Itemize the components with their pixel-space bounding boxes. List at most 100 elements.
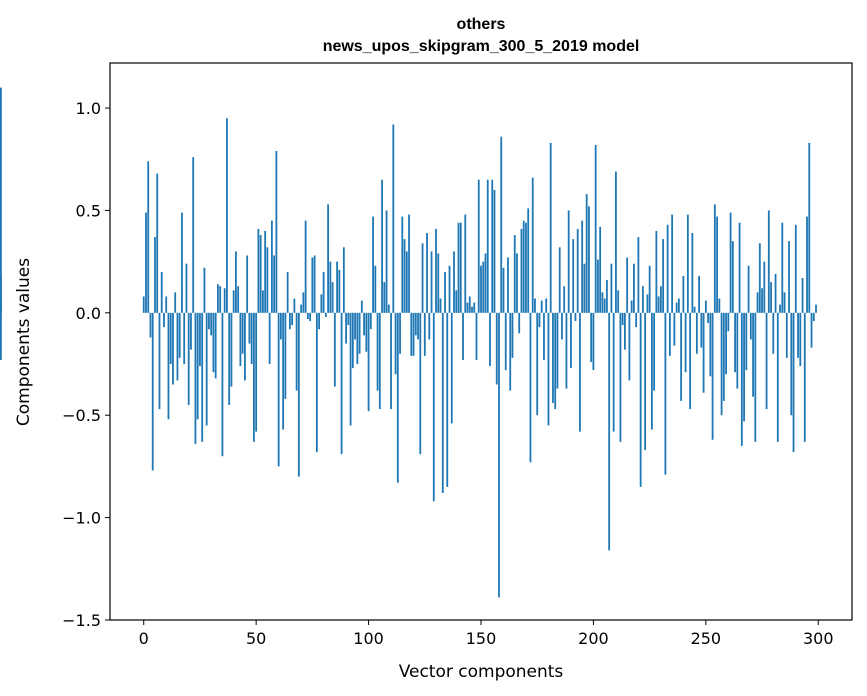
bar-19	[185, 263, 188, 313]
bar-57	[270, 220, 273, 313]
bar-102	[372, 216, 374, 313]
bar-209	[612, 312, 615, 432]
bar-49	[253, 312, 255, 442]
bar-205	[603, 298, 606, 313]
bar-233	[666, 224, 669, 313]
bar-201	[594, 144, 597, 313]
bar-286	[785, 312, 788, 358]
bar-183	[554, 312, 557, 410]
bar-132	[439, 298, 442, 313]
bar-73	[306, 312, 309, 319]
y-tick-label-5: 1.0	[76, 99, 101, 118]
bar-5	[154, 237, 156, 313]
bar-147	[473, 302, 476, 313]
bar-279	[770, 282, 772, 313]
bar-78	[318, 312, 321, 330]
x-tick-label-300: 300	[803, 629, 834, 648]
bar-255	[716, 216, 718, 313]
bar-267	[743, 312, 745, 422]
bar-62	[282, 312, 285, 430]
x-tick-label-150: 150	[466, 629, 497, 648]
bar-296	[808, 142, 811, 313]
bar-163	[509, 312, 512, 391]
bar-284	[781, 222, 784, 313]
bar-4	[151, 312, 154, 471]
chart-title-line-2: news_upos_skipgram_300_5_2019 model	[323, 38, 640, 55]
bar-299	[815, 304, 817, 313]
bar-60	[277, 312, 280, 467]
bar-179	[545, 298, 548, 313]
chart-title-line-1: others	[457, 16, 506, 33]
bar-252	[709, 312, 712, 377]
bar-191	[572, 239, 575, 313]
y-tick-label-0: −1.5	[62, 611, 101, 630]
bar-83	[329, 261, 332, 313]
bar-234	[668, 312, 671, 356]
bar-186	[561, 312, 563, 340]
y-axis-label: Components values	[14, 258, 34, 426]
bar-270	[749, 312, 752, 340]
bar-188	[565, 312, 568, 389]
bar-256	[718, 298, 721, 313]
bar-15	[176, 312, 179, 381]
bar-257	[720, 312, 723, 416]
bar-193	[576, 228, 579, 313]
bar-212	[619, 312, 622, 442]
bar-12	[169, 312, 172, 365]
bar-47	[248, 312, 251, 344]
bar-289	[792, 312, 795, 453]
bar-247	[698, 275, 700, 313]
bar-288	[790, 312, 793, 416]
bar-120	[412, 312, 415, 356]
bar-164	[511, 312, 514, 358]
bar-282	[776, 312, 779, 442]
bar-80	[322, 271, 325, 313]
bar-236	[673, 312, 676, 346]
bar-225	[648, 265, 651, 313]
bar-223	[644, 312, 647, 451]
bar-92	[349, 312, 352, 426]
bar-202	[597, 259, 599, 313]
bar-190	[570, 312, 572, 369]
bar-248	[700, 312, 703, 348]
bar-281	[774, 273, 777, 313]
bar-298	[812, 312, 815, 322]
bar-11	[167, 312, 170, 420]
bar-227	[653, 312, 656, 391]
bar-90	[345, 312, 347, 344]
bar-175	[536, 312, 539, 416]
bar-151	[482, 261, 485, 313]
bar-129	[432, 312, 435, 502]
bar-56	[268, 312, 271, 365]
bar-125	[423, 312, 426, 356]
bar-150	[480, 265, 482, 313]
bar-167	[518, 312, 521, 334]
bar-88	[340, 312, 343, 455]
bar-165	[513, 235, 516, 313]
bar-43	[239, 312, 242, 367]
bar-18	[183, 312, 186, 365]
bar-14	[174, 292, 177, 313]
bar-226	[650, 312, 653, 430]
bar-79	[320, 294, 323, 313]
bar-258	[722, 312, 725, 401]
bar-48	[250, 312, 253, 365]
bar-52	[259, 235, 262, 313]
bar-17	[181, 212, 183, 313]
bar-131	[437, 253, 440, 313]
bar-195	[581, 220, 584, 313]
bar-72	[304, 220, 307, 313]
bar-145	[468, 296, 471, 313]
bar-113	[396, 312, 399, 483]
bar-197	[585, 194, 588, 313]
bar-96	[358, 312, 361, 354]
y-tick-label-1: −1.0	[62, 509, 101, 528]
bar-65	[288, 312, 291, 330]
bar-171	[527, 208, 530, 313]
bar-221	[639, 312, 642, 487]
bar-294	[803, 312, 806, 442]
bar-142	[462, 312, 464, 360]
bar-99	[365, 312, 368, 352]
bar-106	[381, 179, 383, 313]
bar-189	[567, 210, 570, 313]
